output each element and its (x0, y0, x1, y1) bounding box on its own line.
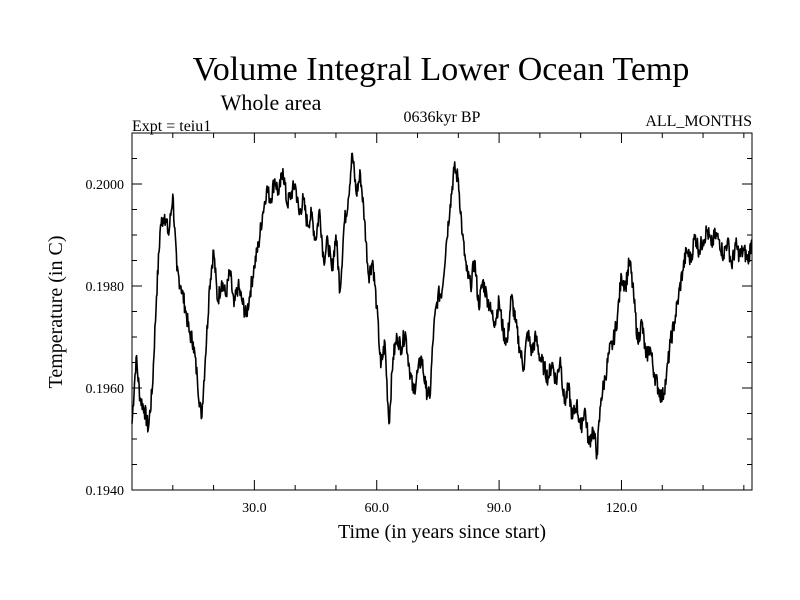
y-tick-label: 0.1940 (86, 484, 125, 499)
y-tick-labels: 0.1940 0.1960 0.1980 0.2000 (86, 178, 125, 499)
x-tick-label: 90.0 (487, 501, 512, 516)
series-lines (131, 152, 753, 460)
expt-label: Expt = teiu1 (132, 118, 211, 135)
y-tick-label: 0.1960 (86, 382, 125, 397)
plot-frame (131, 132, 753, 491)
x-axis-label: Time (in years since start) (338, 521, 546, 543)
y-tick-label: 0.1980 (86, 280, 125, 295)
series-line (131, 152, 753, 460)
x-tick-label: 30.0 (242, 501, 267, 516)
chart-title: Volume Integral Lower Ocean Temp (193, 51, 690, 88)
axis-ticks (132, 132, 752, 491)
x-tick-label: 120.0 (606, 501, 638, 516)
y-tick-label: 0.2000 (86, 178, 125, 193)
months-label: ALL_MONTHS (645, 113, 752, 130)
y-axis-label: Temperature (in C) (45, 236, 67, 389)
period-label: 0636kyr BP (404, 109, 481, 126)
chart-subtitle: Whole area (221, 90, 322, 115)
x-tick-labels: 30.0 60.0 90.0 120.0 (242, 501, 637, 516)
x-tick-label: 60.0 (364, 501, 389, 516)
